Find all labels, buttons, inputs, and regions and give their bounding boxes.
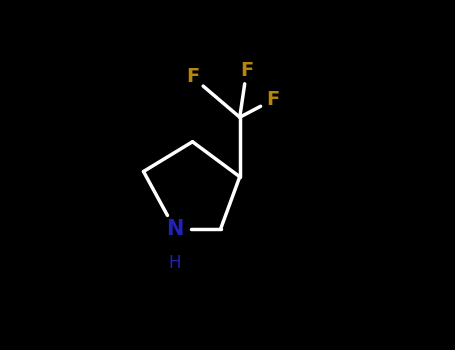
- Text: F: F: [266, 90, 280, 109]
- Text: F: F: [240, 61, 253, 79]
- Text: H: H: [169, 253, 181, 272]
- Text: N: N: [167, 219, 184, 239]
- Text: F: F: [186, 68, 199, 86]
